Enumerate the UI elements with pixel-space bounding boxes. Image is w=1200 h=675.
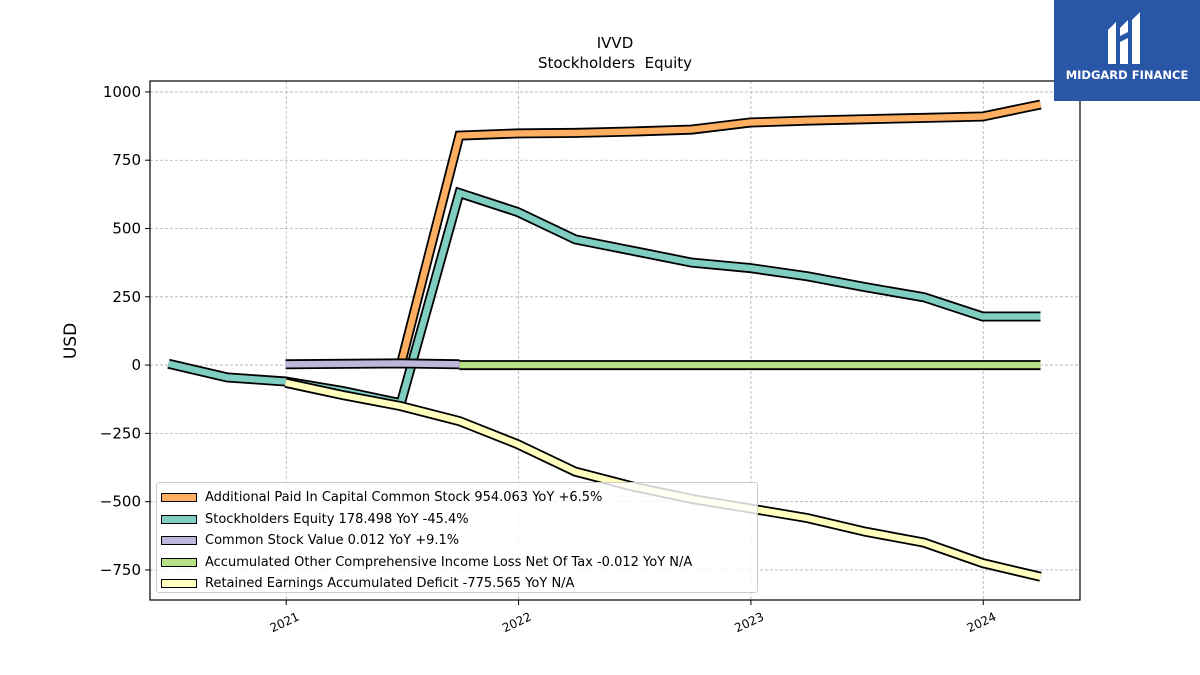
y-tick-label: 750 [112,151,141,169]
x-tick-label: 2021 [268,610,302,636]
y-tick-label: 500 [112,220,141,238]
plot-frame [149,80,1081,601]
legend-label-aoci: Accumulated Other Comprehensive Income L… [205,554,693,570]
y-tick-label: 0 [131,356,141,374]
series-line-fill [397,101,1042,366]
legend-swatch-apic [161,493,197,503]
series-line-outline [395,99,1042,366]
legend-item-retained-earnings: Retained Earnings Accumulated Deficit -7… [161,573,757,595]
logo-text: MIDGARD FINANCE [1065,68,1189,82]
legend-swatch-common-stock [161,536,197,546]
legend-item-aoci: Accumulated Other Comprehensive Income L… [161,552,757,574]
chart-subtitle: Stockholders Equity [538,54,692,72]
y-tick-label: 1000 [103,83,141,101]
legend-label-stockholders-equity: Stockholders Equity 178.498 YoY -45.4% [205,511,469,527]
legend-item-stockholders-equity: Stockholders Equity 178.498 YoY -45.4% [161,509,757,531]
legend-swatch-stockholders-equity [161,514,197,524]
y-axis-label: USD [61,323,81,359]
series-line [395,99,1042,366]
legend-item-common-stock: Common Stock Value 0.012 YoY +9.1% [161,530,757,552]
chart-title: IVVD [597,34,634,52]
series-line-outline [167,186,1041,410]
midgard-logo-icon [1108,12,1140,64]
midgard-finance-logo: MIDGARD FINANCE [1054,0,1200,101]
y-tick-label: 250 [112,288,141,306]
x-tick-label: 2023 [732,610,766,636]
series-lines [167,99,1042,582]
y-tick-label: −250 [100,424,141,442]
y-tick-label: −500 [100,493,141,511]
x-tick-label: 2022 [500,610,534,636]
legend-label-common-stock: Common Stock Value 0.012 YoY +9.1% [205,533,460,549]
series-line [167,186,1041,410]
legend-label-retained-earnings: Retained Earnings Accumulated Deficit -7… [205,576,575,592]
legend: Additional Paid In Capital Common Stock … [156,482,758,593]
legend-swatch-retained-earnings [161,579,197,589]
series-line [285,358,460,370]
x-axis: 2021 2022 2023 2024 [268,600,999,636]
legend-item-apic: Additional Paid In Capital Common Stock … [161,487,757,509]
y-axis: 1000 750 500 250 0 −250 −500 −750 [100,83,150,579]
series-line-fill [285,360,460,368]
legend-label-apic: Additional Paid In Capital Common Stock … [205,490,603,506]
legend-swatch-aoci [161,557,197,567]
y-tick-label: −750 [100,561,141,579]
x-tick-label: 2024 [965,610,999,636]
